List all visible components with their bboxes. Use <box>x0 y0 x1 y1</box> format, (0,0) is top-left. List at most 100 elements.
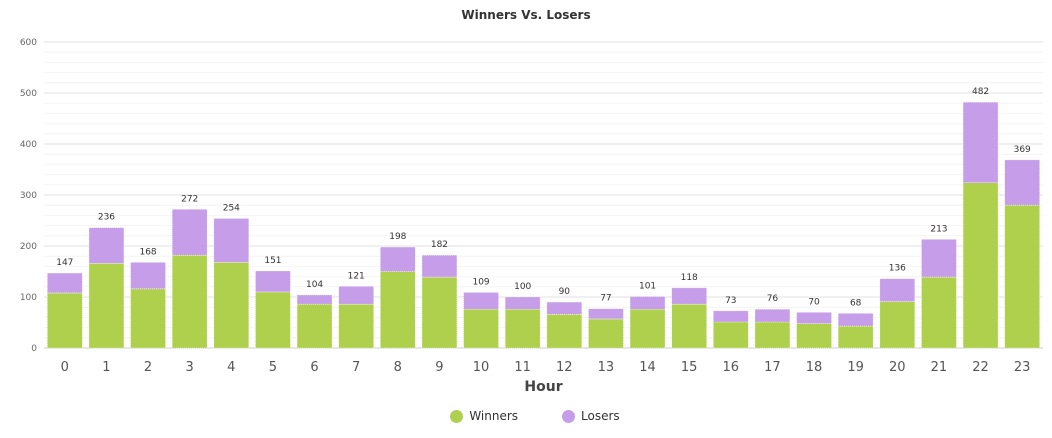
bar-winners-11 <box>504 308 541 349</box>
bar-winners-2 <box>130 288 166 349</box>
x-tick-label: 19 <box>847 360 864 375</box>
data-label-9: 182 <box>431 240 448 250</box>
bar-losers-11 <box>504 296 541 310</box>
y-tick-label: 600 <box>20 38 37 48</box>
data-label-10: 109 <box>472 277 489 287</box>
bar-winners-15 <box>671 303 707 349</box>
bar-losers-9 <box>421 254 458 278</box>
bar-winners-16 <box>713 321 749 349</box>
bar-winners-10 <box>463 308 499 349</box>
bar-winners-5 <box>255 291 291 349</box>
y-tick-label: 300 <box>20 191 37 201</box>
data-label-7: 121 <box>348 271 365 281</box>
bar-losers-4 <box>213 218 250 263</box>
bar-winners-0 <box>47 292 83 349</box>
data-label-20: 136 <box>889 264 906 274</box>
bar-losers-8 <box>380 246 416 272</box>
x-tick-label: 21 <box>931 360 948 375</box>
data-label-0: 147 <box>56 258 73 268</box>
bar-losers-17 <box>754 308 791 323</box>
legend: Winners Losers <box>0 409 1052 423</box>
data-label-12: 90 <box>559 287 571 297</box>
bar-losers-6 <box>296 294 333 305</box>
bar-winners-9 <box>421 276 458 349</box>
bar-losers-20 <box>879 278 916 302</box>
bar-winners-20 <box>879 301 916 349</box>
bar-losers-15 <box>671 287 707 305</box>
x-tick-label: 8 <box>394 360 402 375</box>
bar-winners-21 <box>921 276 957 349</box>
bar-losers-1 <box>88 227 125 264</box>
data-label-21: 213 <box>930 224 947 234</box>
x-tick-label: 16 <box>723 360 740 375</box>
data-label-1: 236 <box>98 213 115 223</box>
legend-item-winners[interactable]: Winners <box>450 409 518 423</box>
bar-losers-10 <box>463 292 499 310</box>
x-tick-label: 6 <box>310 360 318 375</box>
data-label-18: 70 <box>808 297 820 307</box>
bar-winners-22 <box>962 182 999 349</box>
x-tick-label: 7 <box>352 360 360 375</box>
x-tick-label: 2 <box>144 360 152 375</box>
x-tick-label: 5 <box>269 360 277 375</box>
x-tick-label: 3 <box>186 360 194 375</box>
bar-winners-14 <box>629 308 666 349</box>
legend-marker-winners <box>450 409 464 423</box>
x-tick-label: 1 <box>102 360 110 375</box>
legend-item-losers[interactable]: Losers <box>562 409 620 423</box>
x-axis-title: Hour <box>524 379 562 395</box>
x-tick-label: 20 <box>889 360 906 375</box>
bar-losers-14 <box>629 296 666 310</box>
bar-winners-3 <box>171 254 208 349</box>
y-tick-label: 200 <box>20 242 37 252</box>
data-label-13: 77 <box>600 294 611 304</box>
legend-marker-losers <box>562 409 576 423</box>
bar-winners-8 <box>380 271 416 349</box>
x-tick-label: 10 <box>473 360 490 375</box>
legend-label-losers: Losers <box>581 409 620 423</box>
data-label-3: 272 <box>181 194 198 204</box>
bar-losers-23 <box>1004 159 1040 206</box>
y-tick-label: 0 <box>31 344 37 354</box>
y-tick-label: 500 <box>20 89 37 99</box>
bar-losers-12 <box>546 301 583 315</box>
data-label-6: 104 <box>306 280 323 290</box>
data-label-15: 118 <box>681 273 698 283</box>
x-tick-label: 9 <box>435 360 443 375</box>
bar-losers-2 <box>130 262 166 290</box>
data-label-4: 254 <box>223 203 240 213</box>
bar-losers-18 <box>796 311 832 324</box>
legend-label-winners: Winners <box>469 409 519 423</box>
data-label-2: 168 <box>139 247 156 257</box>
bar-winners-1 <box>88 263 125 349</box>
x-tick-label: 11 <box>514 360 531 375</box>
bar-winners-23 <box>1004 204 1040 349</box>
x-tick-label: 0 <box>61 360 69 375</box>
bar-losers-3 <box>171 208 208 256</box>
data-label-14: 101 <box>639 281 656 291</box>
bar-winners-18 <box>796 323 832 349</box>
x-tick-label: 14 <box>639 360 656 375</box>
data-label-11: 100 <box>514 282 531 292</box>
bar-losers-5 <box>255 270 291 293</box>
bar-losers-13 <box>588 308 624 320</box>
x-tick-label: 17 <box>764 360 781 375</box>
bar-losers-16 <box>713 310 749 323</box>
x-tick-label: 13 <box>598 360 615 375</box>
bar-winners-6 <box>296 303 333 349</box>
chart-title: Winners Vs. Losers <box>461 8 591 22</box>
bar-losers-0 <box>47 272 83 294</box>
data-label-22: 482 <box>972 87 989 97</box>
x-tick-label: 15 <box>681 360 698 375</box>
data-label-23: 369 <box>1014 145 1031 155</box>
bar-losers-22 <box>962 101 999 184</box>
bar-winners-7 <box>338 303 374 349</box>
x-tick-label: 22 <box>972 360 989 375</box>
x-tick-label: 12 <box>556 360 573 375</box>
x-tick-label: 4 <box>227 360 235 375</box>
bar-losers-7 <box>338 285 374 305</box>
bar-winners-12 <box>546 314 583 349</box>
y-tick-label: 400 <box>20 140 37 150</box>
